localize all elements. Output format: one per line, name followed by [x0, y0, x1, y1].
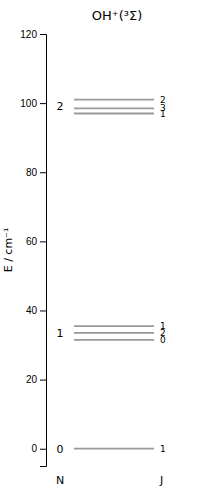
- y-tick: 0: [31, 443, 46, 454]
- title: OH⁺(³Σ): [92, 8, 142, 23]
- level-line: [74, 332, 154, 334]
- level-line: [74, 339, 154, 341]
- plot: 0204060801001201012012312NJ: [20, 29, 166, 487]
- column-header: N: [56, 474, 64, 487]
- level-line: [74, 325, 154, 327]
- y-tick: 20: [26, 374, 46, 385]
- chart: 0204060801001201012012312NJOH⁺(³Σ)E / cm…: [0, 0, 198, 500]
- n-label: 2: [57, 100, 64, 113]
- y-tick-mark: [40, 449, 46, 450]
- y-tick-mark: [40, 34, 46, 35]
- y-tick-label: 60: [26, 236, 38, 247]
- level-line: [74, 99, 154, 101]
- y-tick-label: 120: [20, 29, 37, 40]
- y-tick-label: 0: [31, 443, 37, 454]
- j-label: 1: [160, 444, 166, 454]
- level-labels: 1012012312: [57, 95, 167, 456]
- y-tick-mark: [40, 241, 46, 242]
- y-axis-line: [40, 35, 47, 467]
- column-header: J: [159, 474, 163, 487]
- n-label: 0: [57, 443, 64, 456]
- y-tick: 100: [20, 98, 46, 109]
- y-tick-mark: [40, 310, 46, 311]
- level-line: [74, 113, 154, 115]
- y-tick: 60: [26, 236, 46, 247]
- y-tick: 120: [20, 29, 46, 40]
- level-line: [74, 107, 154, 109]
- y-axis-title: E / cm⁻¹: [2, 228, 15, 273]
- y-tick-label: 40: [26, 305, 38, 316]
- n-label: 1: [57, 327, 64, 340]
- y-tick-label: 100: [20, 98, 37, 109]
- level-line: [74, 448, 154, 450]
- y-axis: 0 20 40 60 80 100 120: [20, 29, 46, 467]
- y-tick-mark: [40, 172, 46, 173]
- j-label: 0: [160, 335, 166, 345]
- y-tick-mark: [40, 103, 46, 104]
- y-tick: 40: [26, 305, 46, 316]
- y-tick-label: 20: [26, 374, 38, 385]
- y-tick: 80: [26, 167, 46, 178]
- y-tick-label: 80: [26, 167, 38, 178]
- j-label: 1: [160, 109, 166, 119]
- y-tick-mark: [40, 380, 46, 381]
- levels: [74, 100, 154, 449]
